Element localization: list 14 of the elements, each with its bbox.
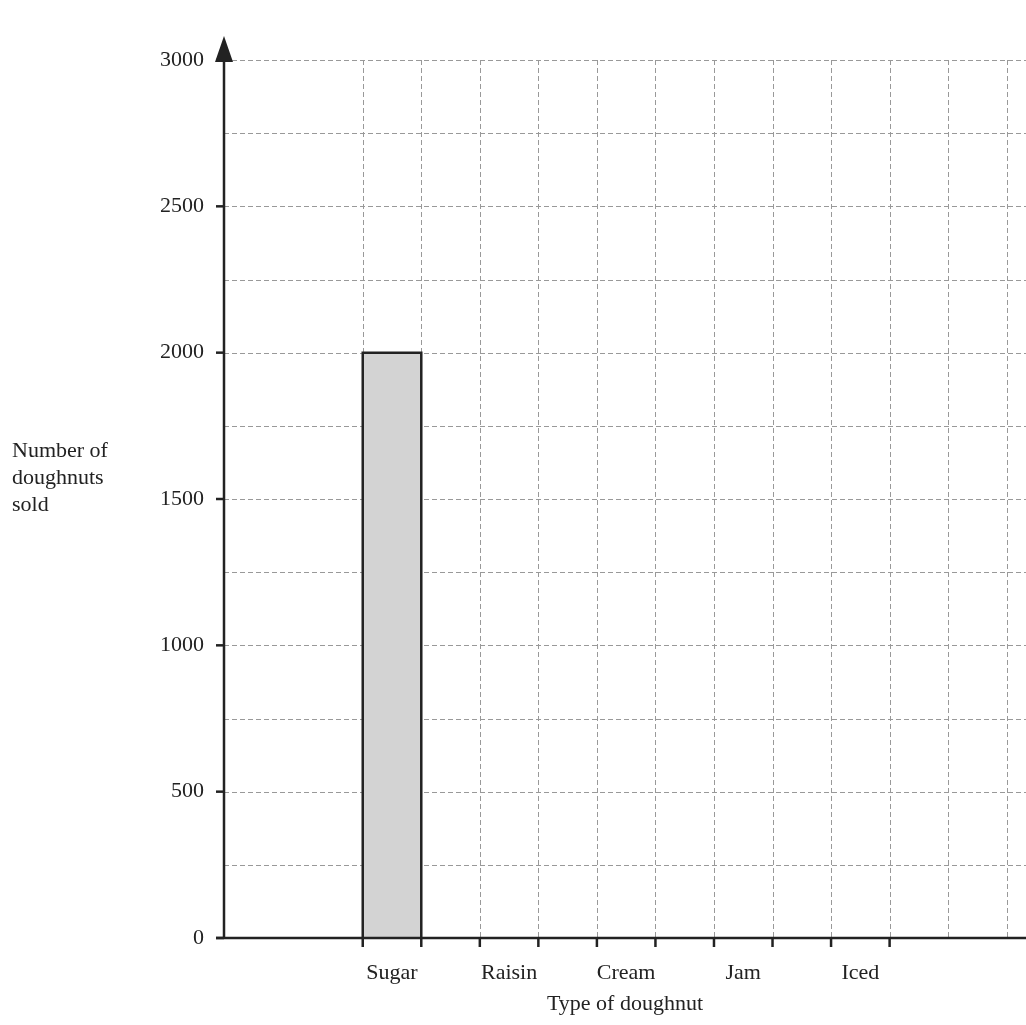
y-tick-label: 1000 xyxy=(160,631,204,657)
y-tick-label: 2000 xyxy=(160,338,204,364)
y-tick-label: 500 xyxy=(171,777,204,803)
y-tick-label: 1500 xyxy=(160,484,204,510)
y-tick-label: 2500 xyxy=(160,192,204,218)
x-tick-label: Raisin xyxy=(480,958,538,984)
x-tick-label: Sugar xyxy=(366,958,419,984)
y-tick-label: 0 xyxy=(193,923,204,949)
x-tick-label: Jam xyxy=(725,958,761,984)
x-tick-label: Cream xyxy=(596,958,656,984)
x-tick-label: Iced xyxy=(841,958,880,984)
y-tick-label: 3000 xyxy=(160,45,204,71)
y-axis-title: Number of doughnuts sold xyxy=(12,436,109,517)
x-axis-title: Type of doughnut xyxy=(545,990,705,1016)
